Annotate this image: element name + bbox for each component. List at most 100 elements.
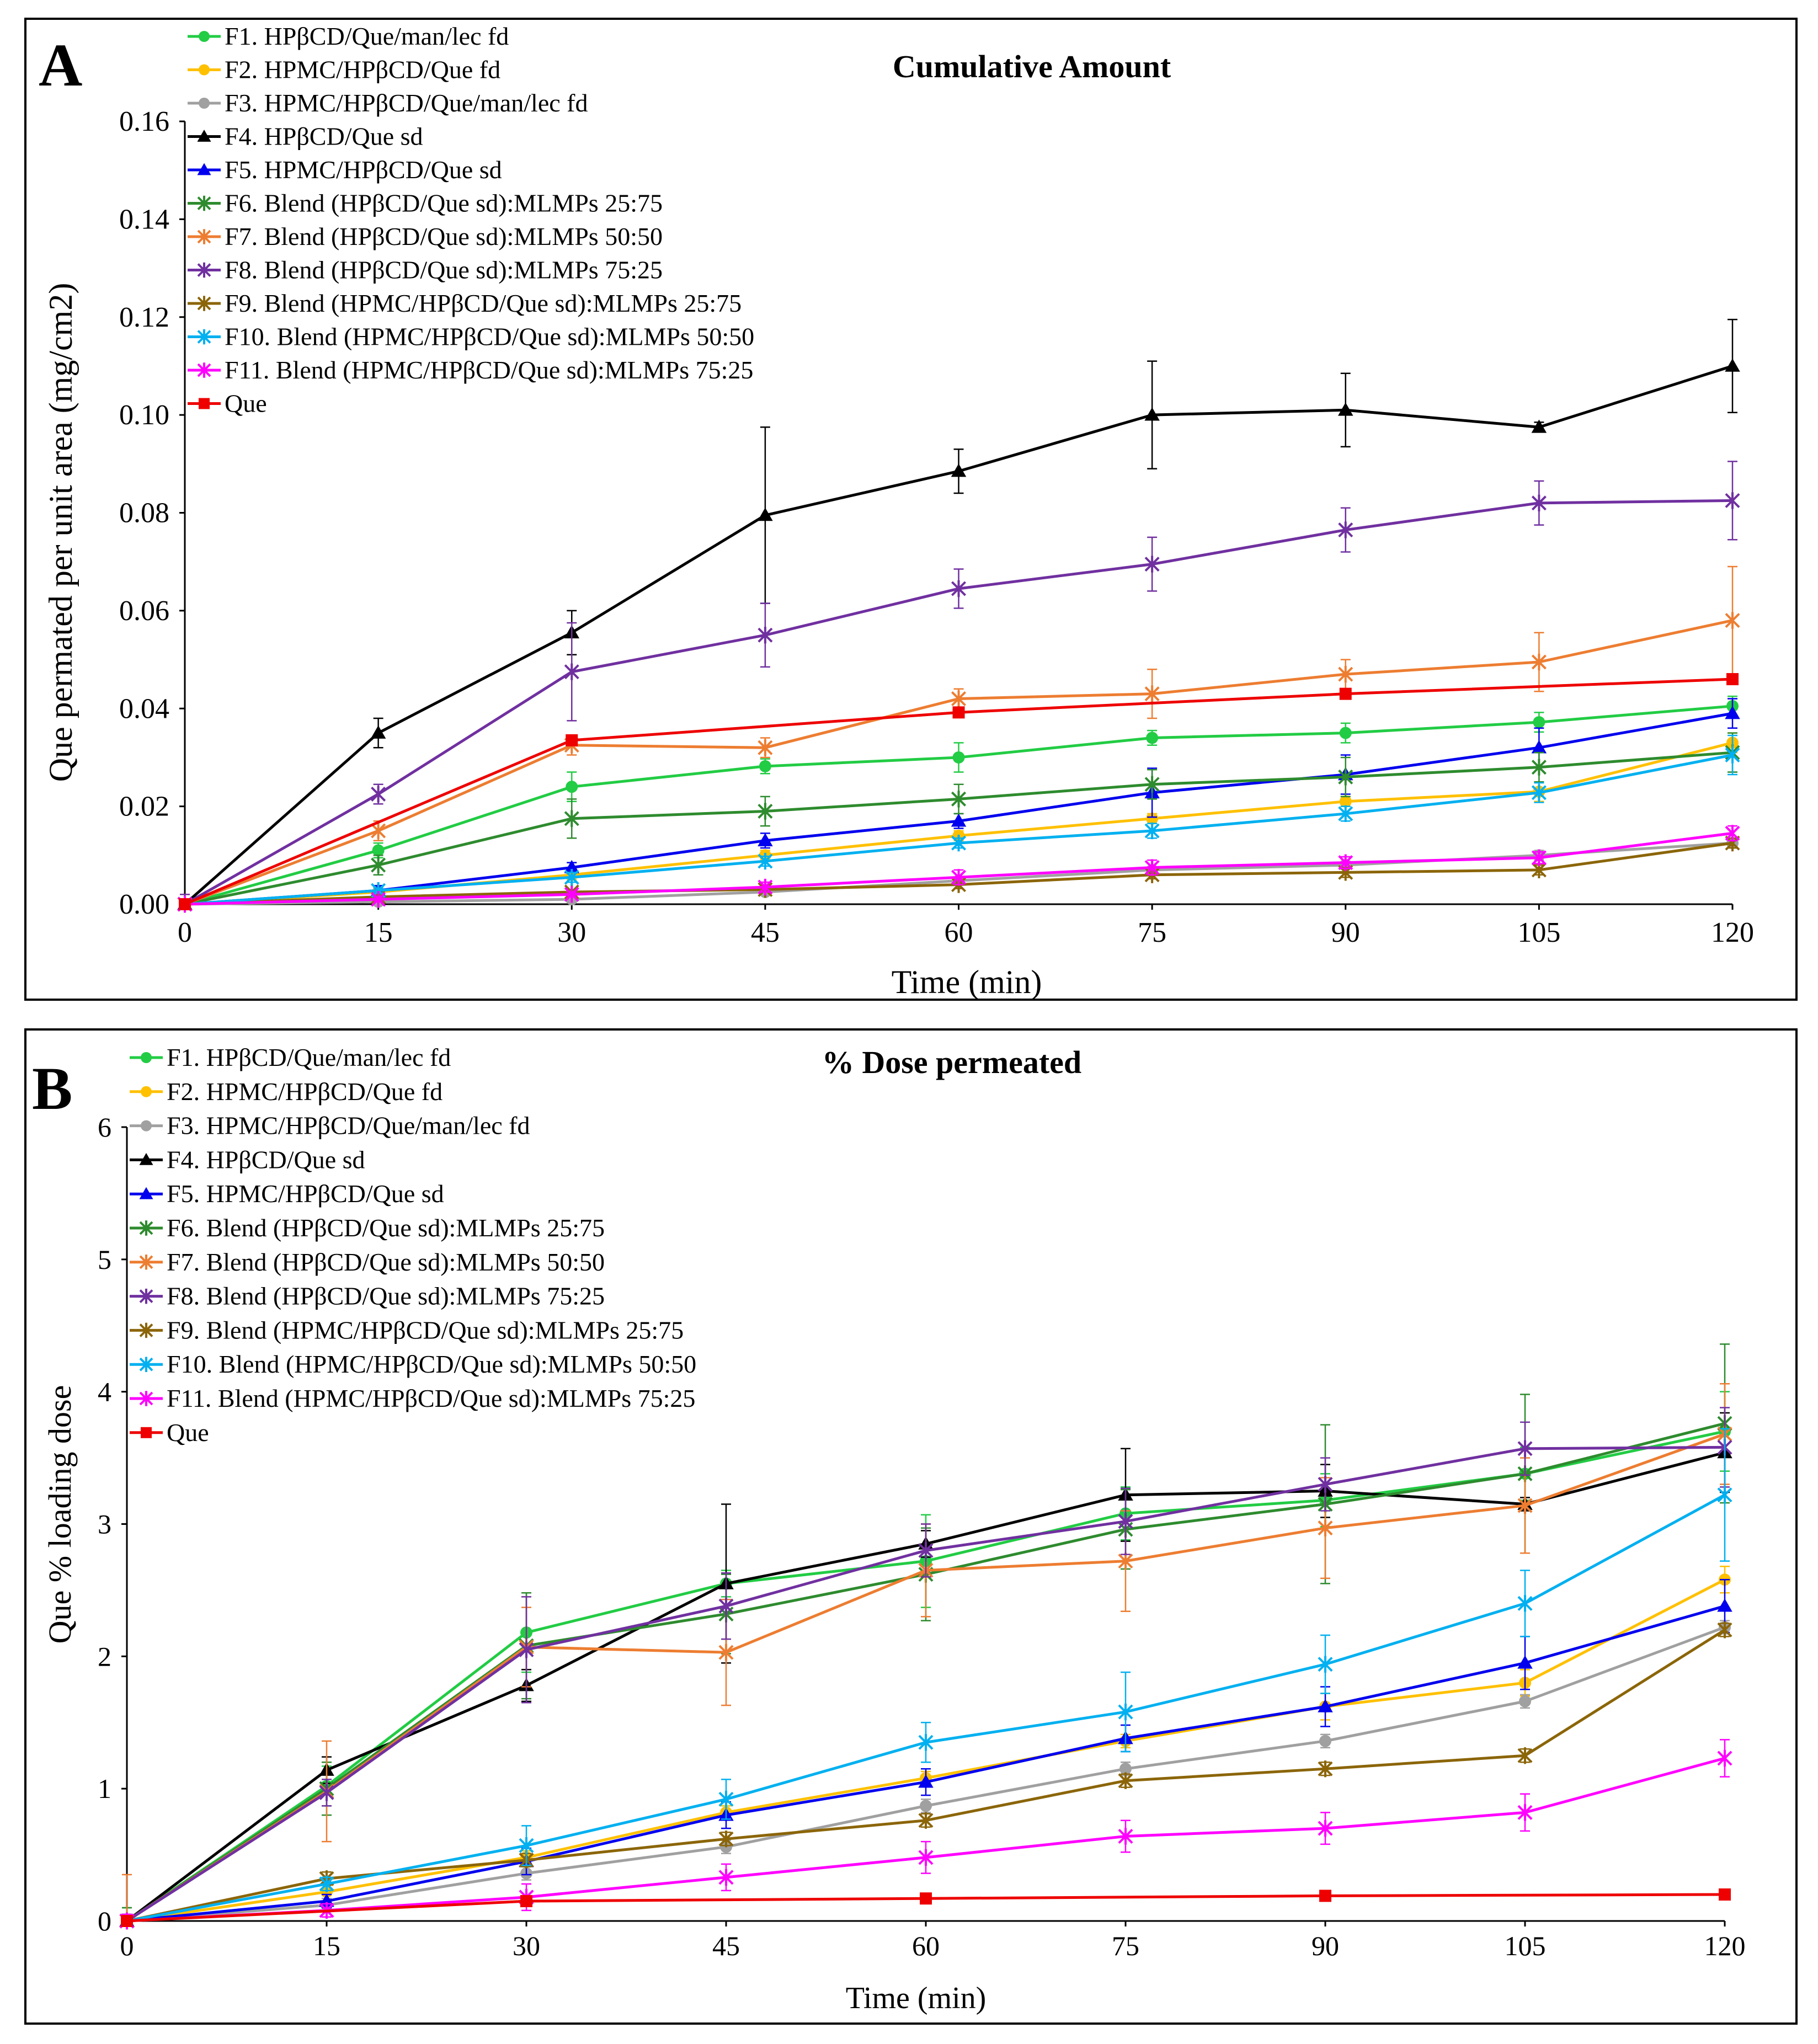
data-point: [1144, 859, 1160, 876]
data-point: [951, 869, 967, 886]
panel-b-label: B: [32, 1055, 72, 1122]
data-point: [566, 734, 578, 746]
legend-item: F10. Blend (HPMC/HPβCD/Que sd):MLMPs 50:…: [188, 323, 754, 351]
panel-a-x-axis-label: Time (min): [892, 964, 1042, 1000]
data-point: [1725, 825, 1740, 842]
data-point: [918, 1734, 934, 1751]
panel-b-title: % Dose permeated: [822, 1044, 1081, 1080]
data-point: [952, 751, 965, 764]
data-point: [1519, 1695, 1531, 1707]
legend-swatch-marker: [139, 1220, 153, 1236]
legend-item: F9. Blend (HPMC/HPβCD/Que sd):MLMPs 25:7…: [130, 1316, 684, 1344]
legend-label: F7. Blend (HPβCD/Que sd):MLMPs 50:50: [167, 1248, 605, 1276]
data-point: [371, 786, 386, 803]
data-point: [319, 1784, 334, 1801]
legend-item: F8. Blend (HPβCD/Que sd):MLMPs 75:25: [188, 256, 663, 284]
legend-label: F11. Blend (HPMC/HPβCD/Que sd):MLMPs 75:…: [167, 1384, 695, 1412]
data-point: [1338, 402, 1353, 416]
legend: F1. HPβCD/Que/man/lec fd F2. HPMC/HPβCD/Q…: [130, 1043, 696, 1447]
legend-label: F10. Blend (HPMC/HPβCD/Que sd):MLMPs 50:…: [167, 1350, 696, 1378]
data-point: [758, 508, 773, 521]
legend-item: F9. Blend (HPMC/HPβCD/Que sd):MLMPs 25:7…: [188, 289, 742, 317]
x-tick-label: 60: [945, 917, 973, 948]
data-point: [1338, 521, 1353, 538]
legend-swatch-marker: [139, 1322, 153, 1338]
legend-label: F2. HPMC/HPβCD/Que fd: [167, 1077, 442, 1106]
data-point: [718, 1869, 734, 1886]
legend-swatch-marker: [197, 130, 211, 142]
legend-label: F9. Blend (HPMC/HPβCD/Que sd):MLMPs 25:7…: [167, 1316, 684, 1344]
data-point: [1338, 768, 1353, 786]
data-point: [1144, 776, 1160, 793]
series-8: [177, 461, 1740, 913]
data-point: [1118, 1513, 1133, 1530]
data-point: [1338, 805, 1353, 823]
legend-swatch-marker: [139, 1152, 153, 1165]
legend-label: F3. HPMC/HPβCD/Que/man/lec fd: [225, 89, 588, 117]
legend-swatch-marker: [199, 64, 210, 76]
series-10: [119, 1428, 1732, 1930]
series-12: [179, 673, 1739, 910]
legend-swatch-marker: [141, 1427, 152, 1438]
legend-label: F8. Blend (HPβCD/Que sd):MLMPs 75:25: [225, 256, 663, 284]
data-point: [1144, 407, 1160, 421]
data-point: [1517, 1747, 1533, 1764]
legend-label: F5. HPMC/HPβCD/Que sd: [167, 1180, 444, 1208]
x-tick-label: 60: [912, 1930, 940, 1961]
y-tick-label: 0.04: [119, 693, 169, 724]
panel-b: B % Dose permeated Time (min) Que % load…: [24, 1028, 1798, 2025]
data-point: [920, 1800, 932, 1812]
legend-item: F10. Blend (HPMC/HPβCD/Que sd):MLMPs 50:…: [130, 1350, 696, 1378]
y-tick-label: 0.08: [119, 498, 169, 529]
data-point: [758, 832, 773, 847]
data-point: [371, 822, 386, 840]
x-tick-label: 120: [1704, 1930, 1746, 1961]
legend-swatch-marker: [197, 262, 211, 278]
legend-item: F1. HPβCD/Que/man/lec fd: [130, 1043, 451, 1071]
data-point: [1339, 727, 1352, 739]
data-point: [1725, 612, 1740, 629]
data-point: [564, 860, 579, 873]
data-point: [371, 856, 386, 874]
data-point: [566, 781, 578, 793]
legend-item: F4. HPβCD/Que sd: [130, 1145, 365, 1173]
data-point: [1517, 1595, 1533, 1612]
data-point: [1118, 1552, 1133, 1570]
data-point: [121, 1915, 133, 1927]
data-point: [1531, 419, 1547, 433]
data-point: [1144, 556, 1160, 573]
data-point: [718, 1791, 734, 1808]
x-tick-label: 15: [313, 1930, 340, 1961]
panel-a-plot: 0.00 0.02 0.04 0.06 0.08 0.10 0.12 0.14 0.16 0 15 3…: [119, 22, 1754, 948]
data-point: [1533, 716, 1545, 729]
series-12: [121, 1888, 1731, 1927]
data-point: [564, 663, 579, 680]
y-tick-label: 0.06: [119, 595, 169, 627]
data-point: [918, 1812, 934, 1829]
x-tick-label: 15: [364, 917, 393, 948]
data-point: [1517, 1655, 1533, 1669]
legend-swatch-marker: [141, 1086, 152, 1097]
legend-item: Que: [130, 1418, 209, 1447]
data-point: [1319, 1735, 1331, 1747]
legend-item: F11. Blend (HPMC/HPβCD/Que sd):MLMPs 75:…: [130, 1384, 695, 1412]
x-tick-label: 30: [557, 917, 586, 948]
legend-item: F1. HPβCD/Que/man/lec fd: [188, 22, 509, 50]
data-point: [1531, 784, 1547, 801]
panel-a: A Cumulative Amount Time (min) Que perma…: [24, 18, 1798, 1001]
data-point: [718, 1598, 734, 1615]
data-point: [564, 886, 579, 903]
legend-item: Que: [188, 389, 267, 418]
data-point: [758, 627, 773, 644]
data-point: [1146, 812, 1159, 825]
legend-item: F5. HPMC/HPβCD/Que sd: [188, 156, 502, 184]
legend-item: F11. Blend (HPMC/HPβCD/Que sd):MLMPs 75:…: [188, 356, 753, 384]
legend-item: F5. HPMC/HPβCD/Que sd: [130, 1180, 444, 1208]
data-point: [1318, 1819, 1333, 1837]
data-point: [951, 690, 967, 707]
data-point: [564, 869, 579, 886]
legend-label: F4. HPβCD/Que sd: [225, 122, 423, 151]
data-point: [519, 1641, 534, 1658]
data-point: [1517, 1440, 1533, 1457]
data-point: [951, 813, 967, 827]
